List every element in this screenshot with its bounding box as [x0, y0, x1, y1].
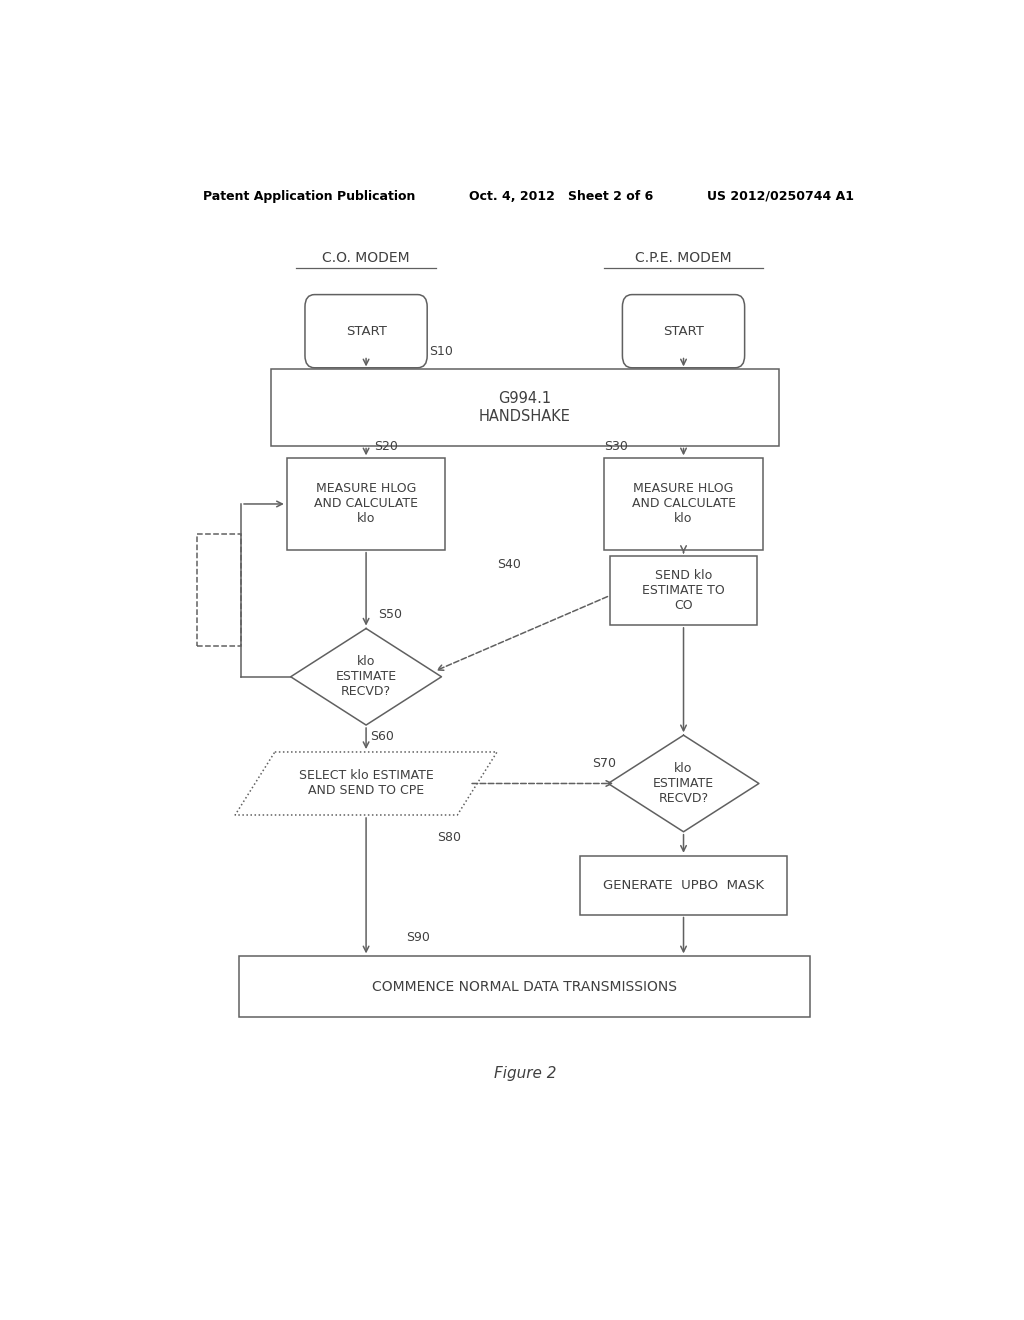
Text: Patent Application Publication: Patent Application Publication — [204, 190, 416, 202]
Text: S20: S20 — [374, 440, 398, 453]
Polygon shape — [236, 752, 497, 814]
Bar — [287, 458, 445, 549]
Text: START: START — [664, 325, 703, 338]
Text: klo
ESTIMATE
RECVD?: klo ESTIMATE RECVD? — [336, 655, 396, 698]
FancyBboxPatch shape — [305, 294, 427, 368]
Text: S70: S70 — [592, 756, 616, 770]
Text: S50: S50 — [378, 607, 402, 620]
Bar — [610, 556, 757, 624]
Polygon shape — [608, 735, 759, 832]
Polygon shape — [291, 628, 441, 725]
Bar — [198, 535, 241, 647]
Text: S90: S90 — [406, 932, 430, 945]
Text: MEASURE HLOG
AND CALCULATE
klo: MEASURE HLOG AND CALCULATE klo — [314, 483, 418, 525]
Text: C.P.E. MODEM: C.P.E. MODEM — [635, 251, 732, 265]
Text: klo
ESTIMATE
RECVD?: klo ESTIMATE RECVD? — [653, 762, 714, 805]
Text: S60: S60 — [370, 730, 394, 743]
Text: S10: S10 — [430, 345, 454, 358]
Text: S30: S30 — [604, 440, 628, 453]
Bar — [581, 855, 786, 915]
Text: SEND klo
ESTIMATE TO
CO: SEND klo ESTIMATE TO CO — [642, 569, 725, 612]
Text: US 2012/0250744 A1: US 2012/0250744 A1 — [708, 190, 854, 202]
Bar — [270, 370, 779, 446]
Text: S80: S80 — [437, 830, 462, 843]
Text: S40: S40 — [497, 558, 521, 572]
Text: Figure 2: Figure 2 — [494, 1065, 556, 1081]
Text: COMMENCE NORMAL DATA TRANSMISSIONS: COMMENCE NORMAL DATA TRANSMISSIONS — [373, 979, 677, 994]
Bar — [604, 458, 763, 549]
Text: GENERATE  UPBO  MASK: GENERATE UPBO MASK — [603, 879, 764, 891]
FancyBboxPatch shape — [623, 294, 744, 368]
Bar — [240, 956, 811, 1018]
Text: Oct. 4, 2012   Sheet 2 of 6: Oct. 4, 2012 Sheet 2 of 6 — [469, 190, 653, 202]
Text: C.O. MODEM: C.O. MODEM — [323, 251, 410, 265]
Text: G994.1
HANDSHAKE: G994.1 HANDSHAKE — [479, 391, 570, 424]
Text: START: START — [346, 325, 386, 338]
Text: MEASURE HLOG
AND CALCULATE
klo: MEASURE HLOG AND CALCULATE klo — [632, 483, 735, 525]
Text: SELECT klo ESTIMATE
AND SEND TO CPE: SELECT klo ESTIMATE AND SEND TO CPE — [299, 770, 433, 797]
